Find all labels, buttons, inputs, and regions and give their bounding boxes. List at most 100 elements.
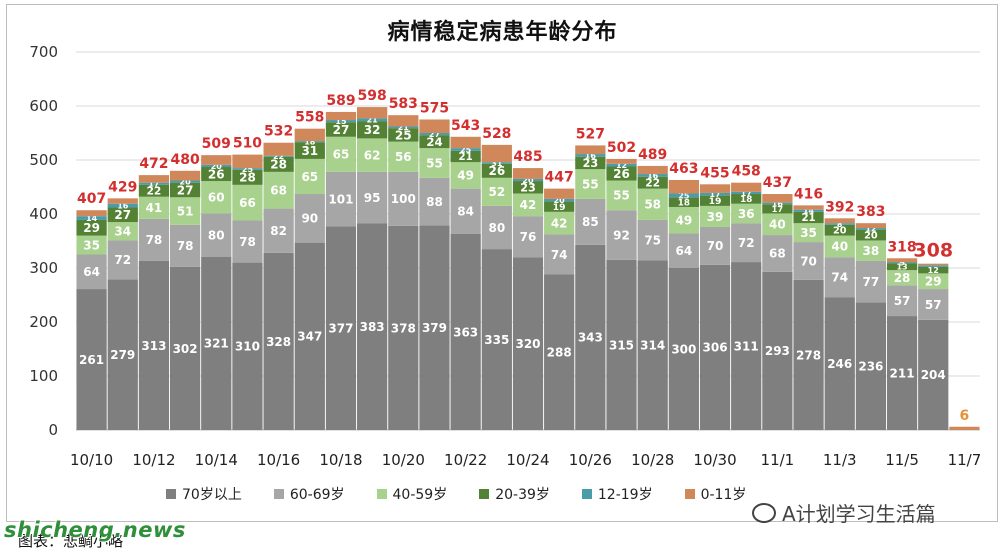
segment-value-label: 321 — [204, 337, 229, 351]
total-value-label: 509 — [202, 136, 231, 152]
bar-segment — [824, 224, 855, 236]
bar-segment — [512, 257, 544, 430]
segment-value-label: 60 — [208, 191, 225, 205]
bar-segment — [388, 141, 419, 172]
bar-segment — [855, 228, 887, 230]
segment-value-label: 26 — [613, 167, 630, 181]
watermark-right: A计划学习生活篇 — [752, 498, 936, 527]
segment-value-label: 32 — [364, 123, 381, 137]
segment-value-label: 17 — [148, 180, 159, 189]
x-tick-label: 11/5 — [885, 451, 919, 469]
bar-segment — [886, 258, 918, 263]
bar-segment — [325, 136, 357, 172]
bar-segment — [107, 240, 138, 280]
total-value-label: 480 — [170, 152, 199, 168]
bar-segment — [201, 213, 232, 257]
legend-label: 60-69岁 — [289, 487, 345, 503]
segment-value-label: 21 — [398, 123, 410, 132]
bar-segment — [138, 182, 170, 185]
bar-segment — [232, 169, 263, 185]
bar-segment — [481, 205, 512, 250]
bar-segment — [419, 177, 450, 226]
y-tick-label: 600 — [29, 97, 58, 115]
segment-value-label: 279 — [110, 348, 135, 362]
total-value-label: 583 — [389, 96, 418, 112]
chart-title: 病情稳定病患年龄分布 — [387, 20, 618, 45]
bar-segment — [481, 162, 512, 164]
segment-value-label: 314 — [640, 339, 665, 353]
segment-value-label: 313 — [141, 339, 166, 353]
legend-item: 12-19岁 — [581, 484, 653, 504]
segment-value-label: 14 — [803, 207, 815, 216]
segment-value-label: 21 — [801, 213, 815, 224]
segment-value-label: 9 — [899, 258, 905, 267]
bar-segment — [918, 265, 949, 267]
bar-segment — [357, 118, 388, 122]
segment-value-label: 41 — [146, 201, 163, 215]
segment-value-label: 311 — [734, 339, 759, 353]
bar-segment — [263, 156, 294, 172]
bar-segment — [107, 279, 138, 430]
bar-segment — [169, 180, 201, 183]
segment-value-label: 88 — [426, 195, 443, 209]
bar-segment — [668, 197, 699, 207]
bar-segment — [606, 163, 637, 167]
legend-swatch — [581, 489, 592, 499]
total-value-label: 437 — [763, 175, 792, 191]
segment-value-label: 52 — [488, 185, 505, 199]
bar-segment — [886, 263, 918, 271]
segment-value-label: 65 — [333, 148, 350, 162]
bar-segment — [263, 155, 294, 157]
chart-caption: 图表：悲鲷小略 — [18, 532, 124, 550]
bar-segment — [76, 219, 107, 236]
segment-value-label: 29 — [83, 221, 100, 235]
bar-segment — [544, 274, 575, 430]
segment-value-label: 17 — [772, 204, 784, 214]
bar-segment — [201, 155, 232, 165]
bar-segment — [357, 223, 388, 430]
bar-segment — [76, 254, 107, 290]
segment-value-label: 80 — [488, 221, 505, 235]
segment-value-label: 328 — [266, 335, 291, 349]
x-tick-label: 10/30 — [693, 451, 736, 469]
bar-segment — [731, 191, 762, 195]
bar-segment — [388, 128, 419, 142]
bar-segment — [575, 156, 606, 170]
legend-label: 40-59岁 — [392, 487, 448, 503]
segment-value-label: 42 — [551, 217, 568, 231]
legend-item: 60-69岁 — [273, 484, 345, 504]
bar-segment — [793, 211, 824, 224]
segment-value-label: 77 — [863, 275, 880, 289]
bar-segment — [388, 171, 419, 226]
segment-value-label: 64 — [83, 265, 100, 279]
segment-value-label: 21 — [459, 152, 473, 163]
x-tick-label: 10/10 — [70, 451, 113, 469]
bar-segment — [388, 115, 419, 127]
bar-segment — [637, 260, 668, 430]
segment-value-label: 70 — [707, 239, 724, 253]
segment-value-label: 347 — [297, 330, 322, 344]
segment-value-label: 306 — [703, 341, 728, 355]
total-value-label: 416 — [794, 186, 823, 202]
watermark-left: shicheng.news — [4, 518, 186, 542]
bar-segment — [294, 158, 325, 195]
segment-value-label: 72 — [114, 253, 131, 267]
x-tick-label: 10/12 — [132, 451, 175, 469]
segment-value-label: 100 — [391, 192, 416, 206]
y-tick-label: 500 — [29, 151, 58, 169]
x-tick-label: 10/22 — [444, 451, 487, 469]
segment-value-label: 42 — [520, 198, 537, 212]
bar-segment — [357, 138, 388, 172]
bar-segment — [668, 193, 699, 198]
total-value-label: 383 — [856, 204, 885, 220]
segment-value-label: 27 — [177, 183, 194, 197]
bar-segment — [762, 204, 793, 214]
segment-value-label: 68 — [270, 184, 287, 198]
segment-value-label: 20 — [864, 231, 878, 242]
legend-swatch — [376, 489, 387, 499]
bar-segment — [419, 133, 450, 136]
segment-value-label: 14 — [86, 214, 98, 223]
segment-value-label: 23 — [520, 181, 536, 194]
segment-value-label: 101 — [328, 192, 353, 206]
bar-segment — [668, 179, 699, 194]
